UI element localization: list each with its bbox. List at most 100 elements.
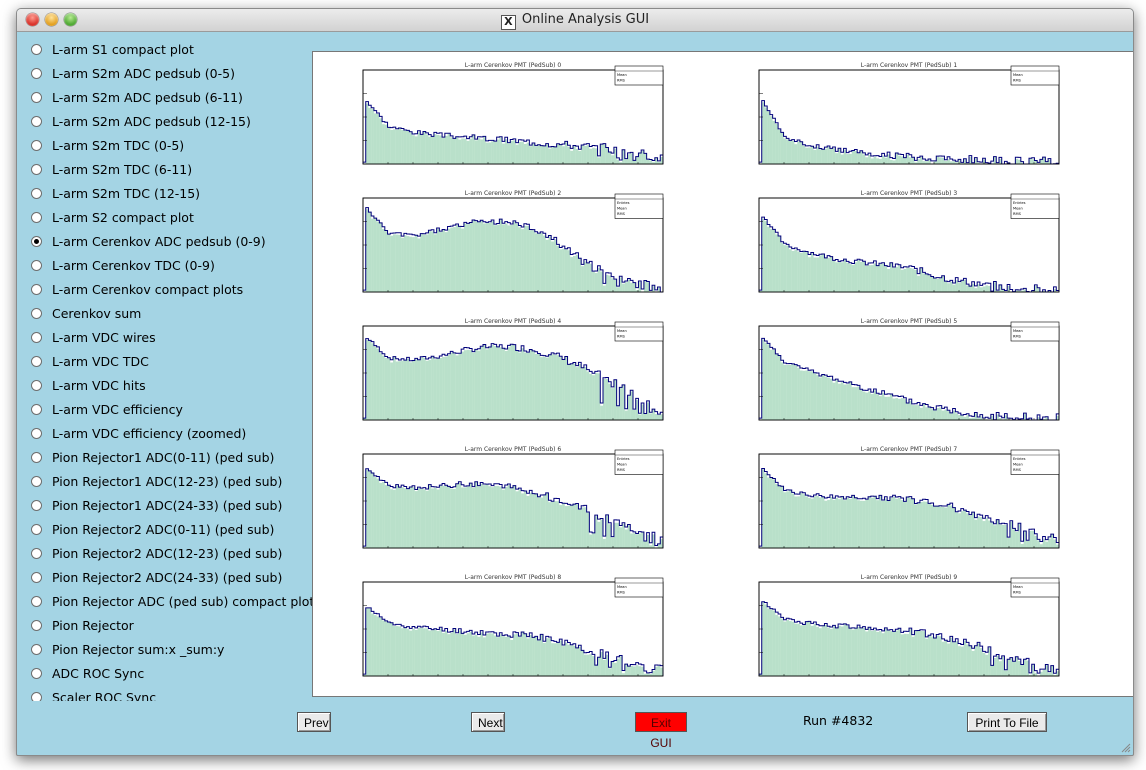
plot-option-radio[interactable]: Pion Rejector sum:x _sum:y — [31, 637, 321, 661]
histogram-bar — [780, 362, 784, 420]
radio-button-icon[interactable] — [31, 571, 42, 583]
radio-button-icon[interactable] — [31, 283, 42, 295]
histogram-bar — [832, 499, 836, 548]
histogram-bar — [646, 673, 650, 676]
radio-button-icon[interactable] — [31, 235, 42, 247]
histogram-bar — [469, 138, 473, 164]
histogram-bar — [491, 344, 494, 420]
print-to-file-button[interactable]: Print To File — [967, 712, 1047, 732]
radio-button-icon[interactable] — [31, 67, 42, 79]
plot-option-radio[interactable]: L-arm S2m ADC pedsub (12-15) — [31, 109, 321, 133]
radio-button-icon[interactable] — [31, 427, 42, 439]
plot-option-radio[interactable]: Pion Rejector — [31, 613, 321, 637]
plot-option-radio[interactable]: ADC ROC Sync — [31, 661, 321, 685]
plot-option-radio[interactable]: Pion Rejector ADC (ped sub) compact plot — [31, 589, 321, 613]
histogram-bar — [532, 230, 535, 292]
radio-button-icon[interactable] — [31, 211, 42, 223]
histogram-bar — [499, 486, 503, 548]
radio-button-icon[interactable] — [31, 499, 42, 511]
histogram-bar — [567, 364, 571, 420]
resize-grip-icon[interactable] — [1119, 741, 1131, 753]
radio-button-icon[interactable] — [31, 523, 42, 535]
histogram-bar — [488, 222, 492, 292]
histogram-bar — [835, 262, 839, 292]
histogram-bar — [578, 363, 582, 420]
histogram-bar — [638, 414, 642, 420]
radio-button-icon[interactable] — [31, 259, 42, 271]
plot-option-radio[interactable]: Pion Rejector1 ADC(0-11) (ped sub) — [31, 445, 321, 469]
radio-button-icon[interactable] — [31, 187, 42, 199]
radio-button-icon[interactable] — [31, 307, 42, 319]
histogram-bar — [619, 387, 623, 420]
plot-option-radio[interactable]: L-arm S2m TDC (6-11) — [31, 157, 321, 181]
exit-gui-button[interactable]: Exit GUI — [635, 712, 687, 750]
plot-option-radio[interactable]: L-arm VDC wires — [31, 325, 321, 349]
histogram-bar — [412, 237, 415, 292]
radio-button-icon[interactable] — [31, 547, 42, 559]
plot-option-radio[interactable]: Pion Rejector2 ADC(12-23) (ped sub) — [31, 541, 321, 565]
stats-label: Mean — [617, 73, 627, 77]
histogram-bar — [384, 621, 388, 676]
radio-button-icon[interactable] — [31, 451, 42, 463]
plot-option-radio[interactable]: L-arm Cerenkov compact plots — [31, 277, 321, 301]
close-window-button[interactable] — [26, 13, 39, 26]
histogram-bar — [428, 231, 432, 292]
histogram-bar — [993, 282, 997, 292]
histogram-bar — [802, 370, 806, 420]
radio-button-icon[interactable] — [31, 43, 42, 55]
plot-option-radio[interactable]: Cerenkov sum — [31, 301, 321, 325]
histogram-bar — [969, 515, 972, 548]
zoom-window-button[interactable] — [64, 13, 77, 26]
radio-button-icon[interactable] — [31, 139, 42, 151]
histogram-bar — [917, 405, 920, 420]
histogram-bar — [597, 657, 601, 676]
plot-option-radio[interactable]: L-arm S2 compact plot — [31, 205, 321, 229]
radio-button-icon[interactable] — [31, 91, 42, 103]
plot-option-radio[interactable]: Pion Rejector2 ADC(0-11) (ped sub) — [31, 517, 321, 541]
radio-button-icon[interactable] — [31, 475, 42, 487]
histogram-bar — [564, 249, 568, 292]
stats-box — [614, 321, 664, 342]
radio-button-icon[interactable] — [31, 691, 42, 701]
radio-button-icon[interactable] — [31, 667, 42, 679]
histogram-bar — [813, 373, 817, 420]
minimize-window-button[interactable] — [45, 13, 58, 26]
plot-option-radio[interactable]: L-arm S2m ADC pedsub (6-11) — [31, 85, 321, 109]
prev-button[interactable]: Prev — [297, 712, 331, 732]
histogram-bar — [854, 628, 858, 676]
radio-button-icon[interactable] — [31, 331, 42, 343]
radio-button-icon[interactable] — [31, 595, 42, 607]
histogram-bar — [900, 269, 904, 292]
plot-option-radio[interactable]: L-arm S1 compact plot — [31, 37, 321, 61]
plot-option-radio[interactable]: L-arm VDC TDC — [31, 349, 321, 373]
plot-option-radio[interactable]: L-arm Cerenkov TDC (0-9) — [31, 253, 321, 277]
histogram-bar — [395, 129, 399, 164]
histogram-bar — [963, 159, 967, 164]
histogram-bar — [589, 534, 593, 548]
histogram-bar — [403, 235, 407, 292]
plot-option-radio[interactable]: L-arm S2m TDC (0-5) — [31, 133, 321, 157]
radio-button-icon[interactable] — [31, 115, 42, 127]
plot-option-radio[interactable]: Pion Rejector1 ADC(12-23) (ped sub) — [31, 469, 321, 493]
radio-button-icon[interactable] — [31, 355, 42, 367]
plot-option-radio[interactable]: Pion Rejector1 ADC(24-33) (ped sub) — [31, 493, 321, 517]
plot-option-radio[interactable]: L-arm VDC efficiency — [31, 397, 321, 421]
radio-button-icon[interactable] — [31, 379, 42, 391]
next-button[interactable]: Next — [471, 712, 505, 732]
plot-option-radio[interactable]: L-arm Cerenkov ADC pedsub (0-9) — [31, 229, 321, 253]
radio-button-icon[interactable] — [31, 403, 42, 415]
plot-option-radio[interactable]: L-arm VDC hits — [31, 373, 321, 397]
radio-button-icon[interactable] — [31, 163, 42, 175]
plot-option-radio[interactable]: L-arm S2m ADC pedsub (0-5) — [31, 61, 321, 85]
histogram-bar — [789, 490, 792, 548]
plot-option-radio[interactable]: L-arm S2m TDC (12-15) — [31, 181, 321, 205]
plot-option-radio[interactable]: Pion Rejector2 ADC(24-33) (ped sub) — [31, 565, 321, 589]
radio-button-icon[interactable] — [31, 619, 42, 631]
histogram-bar — [643, 153, 647, 164]
plot-option-radio[interactable]: L-arm VDC efficiency (zoomed) — [31, 421, 321, 445]
histogram-bar — [417, 488, 421, 548]
radio-button-icon[interactable] — [31, 643, 42, 655]
histogram-bar — [919, 407, 923, 420]
histogram-bar — [534, 353, 538, 420]
plot-option-radio[interactable]: Scaler ROC Sync — [31, 685, 321, 701]
